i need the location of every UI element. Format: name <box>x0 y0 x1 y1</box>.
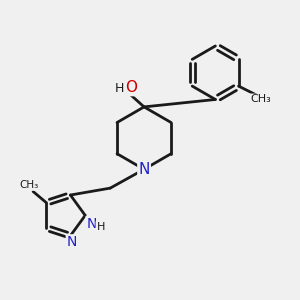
Text: CH₃: CH₃ <box>250 94 271 104</box>
Text: N: N <box>87 217 97 231</box>
Text: H: H <box>115 82 124 95</box>
Text: H: H <box>97 222 105 232</box>
Text: N: N <box>138 162 150 177</box>
Text: N: N <box>67 235 77 249</box>
Text: O: O <box>125 80 137 95</box>
Text: CH₃: CH₃ <box>19 180 38 190</box>
